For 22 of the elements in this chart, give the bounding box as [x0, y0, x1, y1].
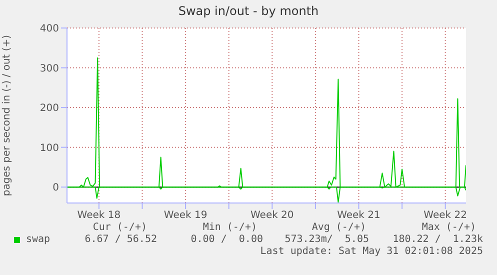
y-tick-label: 0 [52, 182, 59, 194]
text: Avg (-/+) [312, 222, 366, 233]
text: 180.22 / 1.23k [392, 234, 483, 245]
y-tick-label: 300 [40, 63, 59, 74]
x-tick-label: Week 20 [250, 210, 294, 222]
text: Cur (-/+) [92, 222, 147, 233]
text: 6.67 / 56.52 [84, 234, 157, 245]
text: 0.00 / 0.00 [190, 234, 263, 245]
x-tick-label: Week 18 [77, 210, 121, 222]
text: Min (-/+) [202, 222, 257, 233]
y-tick-label: 400 [40, 24, 59, 35]
y-tick-label: 100 [40, 142, 59, 154]
x-tick-label: Week 19 [164, 210, 208, 222]
text: 573.23m/ 5.05 [284, 234, 369, 245]
x-tick-label: Week 22 [424, 210, 467, 222]
legend-label: swap [26, 234, 50, 245]
text: Last update: Sat May 31 02:01:08 2025 [260, 246, 483, 257]
x-tick-label: Week 21 [337, 210, 380, 222]
y-tick-label: 200 [40, 103, 59, 114]
y-axis-title: pages per second in (-) / out (+) [2, 34, 13, 196]
text: Max (-/+) [422, 222, 476, 233]
chart-title: Swap in/out - by month [177, 4, 320, 18]
